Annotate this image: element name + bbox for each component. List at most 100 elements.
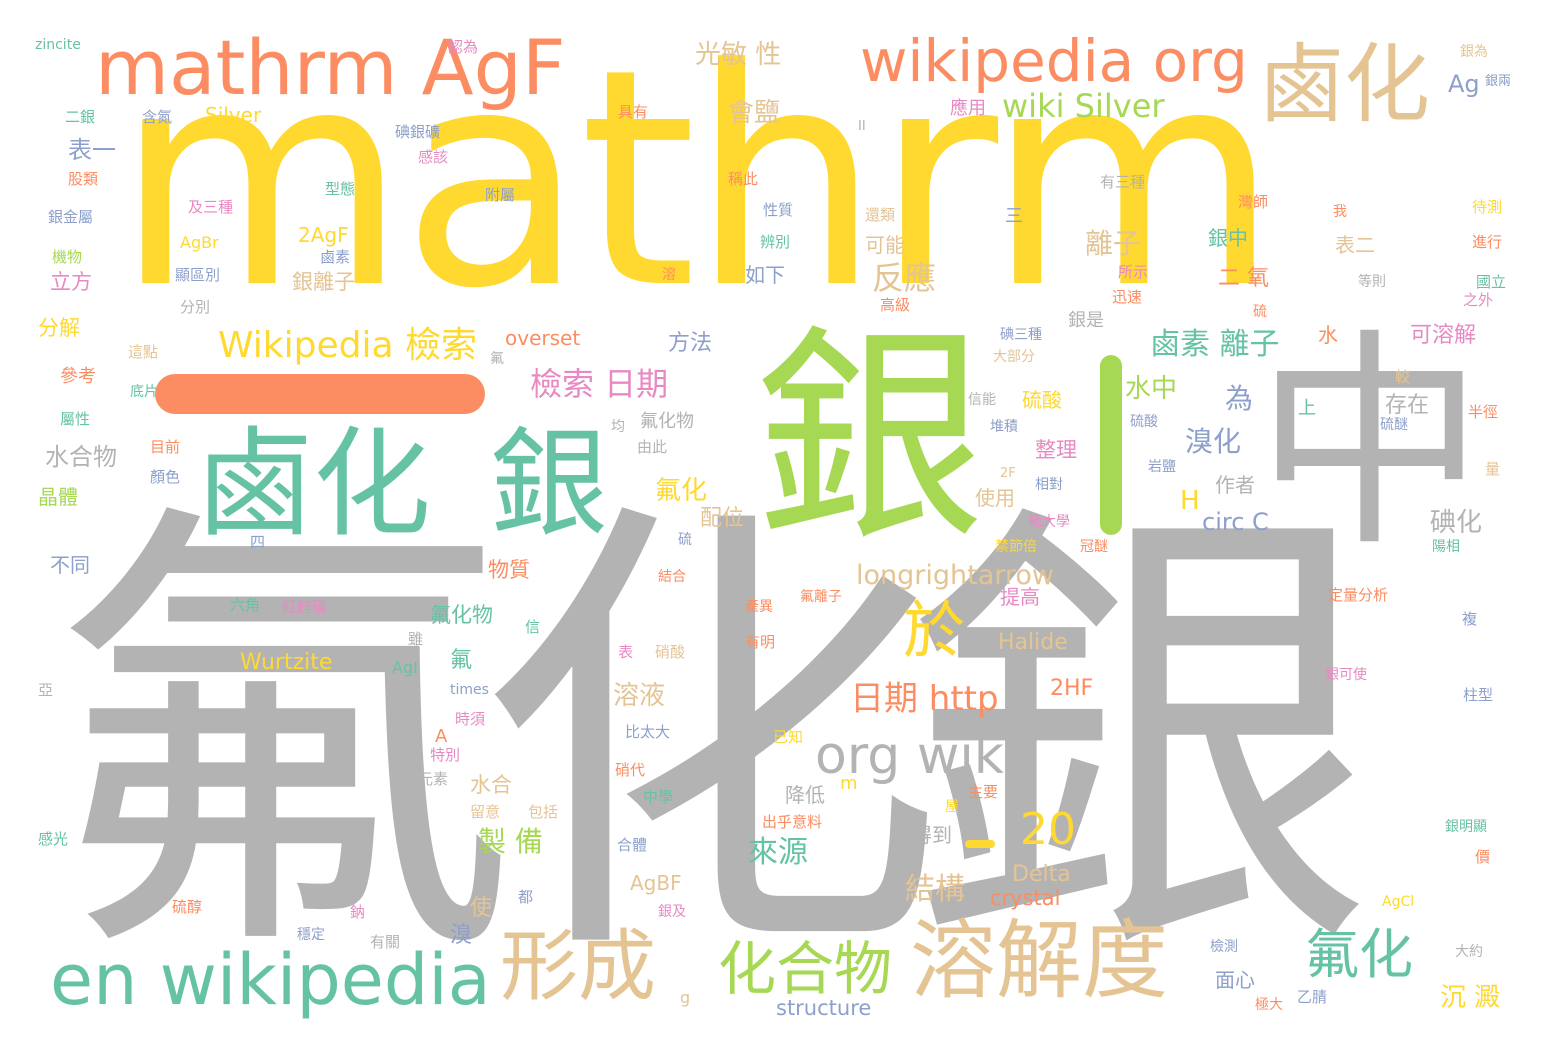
word-wurtzite: Wurtzite (240, 650, 333, 675)
word-fu: 氟 (450, 648, 473, 673)
word-wikipedia-org: wikipedia org (860, 27, 1248, 95)
word-silver-fluoride: 氟化銀 (45, 466, 1375, 1013)
word-s13: 目前 (150, 438, 181, 456)
word-s80: 價 (1475, 848, 1491, 866)
word-s44: 相對 (1035, 477, 1063, 493)
word-agcl: AgCl (1382, 894, 1415, 910)
word-s89: 雖 (408, 630, 424, 648)
word-s70: 都 (518, 888, 534, 906)
word-jianglow: 降低 (785, 783, 825, 807)
word-s53: 紅鋅礦 (282, 598, 328, 616)
word-s94: 硫 (678, 532, 692, 548)
word-s14: 顏色 (150, 468, 181, 486)
word-yinshi: 銀是 (1068, 310, 1104, 331)
word-a-upper: A (435, 726, 448, 747)
word-s51: 產異 (745, 599, 773, 615)
word-wuzhi: 物質 (488, 558, 530, 582)
word-s24: 性質 (763, 201, 794, 219)
word-shi: 使 (470, 896, 493, 921)
word-wei: 為 (1225, 382, 1254, 415)
word-s20: 應用 (950, 98, 986, 119)
word-yinlizi: 銀離子 (292, 270, 355, 294)
word-g-small: g (680, 988, 691, 1007)
word-lizi: 離子 (1085, 227, 1142, 260)
word-s18: 感該 (418, 148, 449, 166)
word-s7: 及三種 (188, 198, 234, 216)
word-s76: 極大 (1255, 997, 1283, 1013)
word-s60: 元素 (418, 770, 449, 788)
word-s48: 陽相 (1432, 539, 1460, 555)
word-s3: 二銀 (65, 108, 96, 126)
word-soluble: 可溶解 (1410, 323, 1477, 348)
word-s28: 辨別 (760, 233, 791, 251)
word-shuihe: 水合 (470, 773, 512, 797)
word-s26: 灣師 (1238, 193, 1269, 211)
word-times: times (450, 682, 489, 698)
word-s56: 時須 (455, 710, 486, 728)
word-s99: 2F (1000, 466, 1016, 481)
word-peiwei: 配位 (700, 506, 745, 531)
word-yinzhong: 銀中 (1208, 226, 1248, 250)
word-fluoride-2: 氟化 (1305, 923, 1413, 986)
word-twenty: 20 (1020, 804, 1076, 855)
word-silver-big: 銀 (755, 306, 986, 573)
word-s91: 信 (525, 618, 541, 636)
word-mathrm-agf: mathrm AgF (95, 23, 566, 112)
word-halide-2: 銀 (490, 415, 609, 553)
word-h: H (1180, 486, 1200, 516)
word-dash-orange (155, 374, 485, 414)
word-shiyong: 使用 (975, 486, 1015, 510)
word-s46: 禁節倍 (995, 539, 1037, 555)
word-agbr: AgBr (180, 233, 219, 252)
word-m-small: m (840, 773, 858, 794)
word-er-yang: 二 氧 (1218, 266, 1269, 291)
word-halide: Halide (998, 630, 1068, 655)
word-s90: 亞 (38, 681, 54, 699)
word-s96: 溶 (662, 267, 676, 283)
word-s84: 較 (1395, 368, 1411, 386)
word-ag: Ag (1448, 70, 1480, 98)
word-fenjie: 分解 (38, 316, 80, 340)
word-s45: 範大學 (1028, 514, 1070, 530)
word-fuhuawu2: 氟化物 (640, 411, 694, 432)
word-zhengli: 整理 (1035, 438, 1077, 462)
word-s4: 股類 (68, 170, 99, 188)
word-preparation: 製 備 (478, 825, 543, 858)
word-s62: 主要 (968, 783, 999, 801)
word-zhong: 中 (1255, 311, 1486, 578)
word-s66: 出乎意料 (762, 813, 823, 831)
word-s54: 有明 (745, 633, 776, 651)
word-s83: 複 (1462, 610, 1478, 628)
word-yu: 於 (903, 594, 966, 667)
word-s35: 國立 (1476, 273, 1507, 291)
word-s30: 所示 (1118, 263, 1149, 281)
word-s57: 特別 (430, 746, 461, 764)
word-s40: 堆積 (990, 419, 1018, 435)
word-s100: II (858, 119, 866, 134)
word-s43: 半徑 (1468, 403, 1499, 421)
word-s29: 高級 (880, 296, 911, 314)
word-s73: 有關 (370, 933, 401, 951)
word-agl: AgI (392, 658, 418, 677)
word-s36: 之外 (1463, 291, 1494, 309)
word-s49: 結合 (658, 569, 686, 585)
word-delta: Delta (1012, 862, 1071, 887)
word-s37: 碘三種 (1000, 327, 1042, 343)
word-xiu: 溴 (450, 923, 473, 948)
word-s16: 附屬 (485, 186, 516, 204)
word-s27: 鹵素 (320, 248, 351, 266)
word-s2: 含氮 (142, 108, 173, 126)
word-en-wikipedia: en wikipedia (50, 939, 491, 1021)
word-shui: 水 (1318, 323, 1338, 347)
word-s55: 硝酸 (655, 643, 686, 661)
word-s10: 這點 (128, 343, 159, 361)
word-s47: 冠醚 (1080, 539, 1108, 555)
word-mianxin: 面心 (1215, 968, 1255, 992)
word-longrightarrow: longrightarrow (856, 560, 1054, 591)
word-s32: 等則 (1358, 274, 1386, 290)
word-s59: 已知 (773, 728, 804, 746)
word-wiki-silver: wiki Silver (1002, 87, 1165, 125)
word-twohf: 2HF (1050, 676, 1094, 701)
word-halide-1: 鹵化 (195, 415, 432, 553)
word-solubility: 溶解度 (910, 911, 1168, 1011)
